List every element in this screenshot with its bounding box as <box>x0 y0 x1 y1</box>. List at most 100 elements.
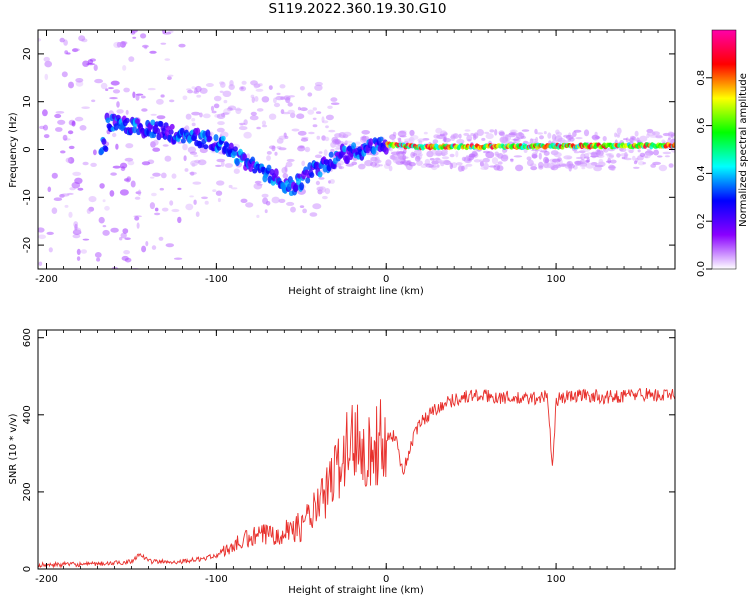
heatmap-ridge-cell <box>378 136 384 142</box>
heatmap-cell <box>141 245 147 253</box>
heatmap-cell <box>220 81 226 88</box>
heatmap-cell <box>55 127 63 132</box>
heatmap-cell <box>315 180 320 186</box>
heatmap-cell <box>204 200 209 205</box>
heatmap-cell <box>465 155 469 162</box>
heatmap-ridge-cell <box>296 177 302 186</box>
heatmap-cell <box>120 232 127 239</box>
heatmap-cell <box>38 227 45 233</box>
heatmap-cell <box>43 134 50 139</box>
heatmap-cell <box>253 182 263 190</box>
heatmap-cell <box>312 107 317 111</box>
heatmap-cell <box>476 129 484 136</box>
heatmap-ridge-cell <box>220 135 226 142</box>
heatmap-cell <box>88 196 97 203</box>
heatmap-cell <box>149 202 155 210</box>
heatmap-cell <box>261 124 268 128</box>
heatmap-ridge-cell <box>317 171 323 178</box>
heatmap-cell <box>275 96 284 101</box>
heatmap-cell <box>450 135 456 139</box>
heatmap-ridge-cell <box>150 119 156 126</box>
heatmap-cell <box>205 83 214 87</box>
heatmap-cell <box>116 109 124 114</box>
heatmap-cell <box>128 56 135 62</box>
heatmap-cell <box>153 139 159 146</box>
heatmap-cell <box>621 156 626 160</box>
heatmap-cell <box>354 141 361 145</box>
heatmap-cell <box>605 153 612 156</box>
heatmap-cell <box>631 136 637 141</box>
colorbar-tick-label: 0.2 <box>696 213 707 229</box>
heatmap-cell <box>512 138 520 141</box>
heatmap-cell <box>539 135 544 140</box>
heatmap-cell <box>47 186 52 193</box>
heatmap-ridge-cell <box>158 121 164 127</box>
snr-x-ticks: -200 -100 0 100 <box>35 330 676 585</box>
heatmap-cell <box>266 155 271 161</box>
heatmap-cell <box>515 132 525 140</box>
heatmap-cell <box>142 44 149 48</box>
heatmap-cell <box>191 86 196 89</box>
heatmap-cell <box>72 48 80 52</box>
heatmap-cell <box>652 161 661 165</box>
heatmap-cell <box>279 84 286 89</box>
heatmap-cell <box>191 122 196 127</box>
heatmap-cell <box>473 159 481 163</box>
heatmap-ridge-cell <box>234 158 240 167</box>
heatmap-cell <box>78 35 86 42</box>
heatmap-cell <box>224 163 233 168</box>
spectrogram-y-tick-label: 20 <box>22 48 33 61</box>
heatmap-cell <box>135 93 140 101</box>
heatmap-cell <box>215 190 223 196</box>
heatmap-cell <box>113 41 122 49</box>
heatmap-cell <box>253 83 259 89</box>
heatmap-cell <box>250 111 257 116</box>
heatmap-cell <box>566 156 572 160</box>
heatmap-cell <box>314 154 322 159</box>
heatmap-cell <box>44 73 49 81</box>
heatmap-cell <box>461 156 467 162</box>
heatmap-cell <box>152 147 161 152</box>
heatmap-cell <box>531 154 538 159</box>
heatmap-ridge-cell <box>180 138 186 144</box>
heatmap-cell <box>241 80 247 85</box>
heatmap-cell <box>458 133 462 139</box>
heatmap-cell <box>338 166 343 169</box>
heatmap-cell <box>500 154 509 162</box>
heatmap-cell <box>212 189 217 193</box>
heatmap-cell <box>98 216 105 224</box>
heatmap-cell <box>534 128 538 135</box>
heatmap-cell <box>109 97 118 100</box>
heatmap-cell <box>145 241 149 247</box>
heatmap-cell <box>634 130 639 137</box>
heatmap-cell <box>652 131 660 136</box>
heatmap-cell <box>216 180 225 186</box>
heatmap-cell <box>572 131 577 138</box>
heatmap-cell <box>162 31 172 35</box>
heatmap-cell <box>309 212 318 217</box>
heatmap-cell <box>323 149 328 157</box>
heatmap-cell <box>575 137 583 140</box>
heatmap-cell <box>268 85 273 90</box>
heatmap-cell <box>299 205 305 209</box>
heatmap-cell <box>610 165 616 171</box>
heatmap-cell <box>182 143 188 151</box>
colorbar-label: Normalized spectral amplitude <box>738 73 749 227</box>
heatmap-cell <box>64 204 69 208</box>
heatmap-cell <box>574 160 582 166</box>
heatmap-cell <box>150 176 155 179</box>
heatmap-cell <box>643 152 651 159</box>
heatmap-cell <box>538 152 542 160</box>
heatmap-cell <box>573 129 582 133</box>
heatmap-cell <box>112 132 117 138</box>
heatmap-cell <box>485 133 494 140</box>
heatmap-cell <box>543 162 552 169</box>
heatmap-cell <box>302 208 307 214</box>
heatmap-cell <box>123 87 130 93</box>
heatmap-cell <box>378 164 383 167</box>
heatmap-ridge-cell <box>299 182 305 191</box>
heatmap-cell <box>480 166 489 170</box>
heatmap-cell <box>240 198 248 203</box>
heatmap-cell <box>551 134 557 141</box>
heatmap-cell <box>141 108 148 112</box>
